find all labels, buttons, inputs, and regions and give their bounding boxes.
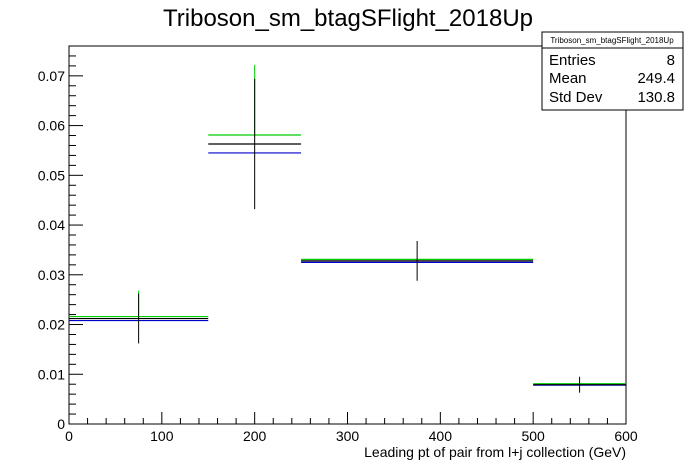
x-tick-label: 600 bbox=[614, 428, 638, 444]
x-tick-label: 0 bbox=[65, 428, 73, 444]
x-tick-label: 200 bbox=[243, 428, 267, 444]
x-tick-label: 300 bbox=[336, 428, 360, 444]
x-tick-label: 100 bbox=[150, 428, 174, 444]
stat-entries-label: Entries bbox=[549, 52, 596, 69]
y-tick-label: 0.01 bbox=[38, 366, 65, 382]
y-tick-label: 0.06 bbox=[38, 118, 65, 134]
x-tick-label: 500 bbox=[521, 428, 545, 444]
y-axis: 0 0.01 0.02 0.03 0.04 0.05 0.06 0.07 bbox=[38, 55, 83, 432]
stat-stddev-value: 130.8 bbox=[637, 89, 675, 106]
y-tick-label: 0.03 bbox=[38, 267, 65, 283]
histogram-series bbox=[69, 64, 626, 393]
stat-entries-value: 8 bbox=[667, 52, 675, 69]
stats-box-frame bbox=[541, 31, 684, 111]
x-axis-label: Leading pt of pair from l+j collection (… bbox=[364, 444, 626, 460]
y-tick-label: 0.02 bbox=[38, 317, 65, 333]
y-tick-label: 0.05 bbox=[38, 167, 65, 183]
chart-title: Triboson_sm_btagSFlight_2018Up bbox=[163, 5, 533, 32]
y-tick-label: 0.07 bbox=[38, 68, 65, 84]
stats-box-title: Triboson_sm_btagSFlight_2018Up bbox=[550, 36, 674, 45]
x-tick-label: 400 bbox=[429, 428, 453, 444]
stat-mean-value: 249.4 bbox=[637, 70, 675, 87]
stats-box: Triboson_sm_btagSFlight_2018Up Entries 8… bbox=[541, 31, 684, 111]
stat-stddev-label: Std Dev bbox=[549, 89, 603, 106]
x-axis: 0 100 200 300 400 500 600 bbox=[65, 412, 638, 444]
y-tick-label: 0.04 bbox=[38, 217, 65, 233]
y-tick-label: 0 bbox=[57, 416, 65, 432]
stat-mean-label: Mean bbox=[549, 70, 587, 87]
